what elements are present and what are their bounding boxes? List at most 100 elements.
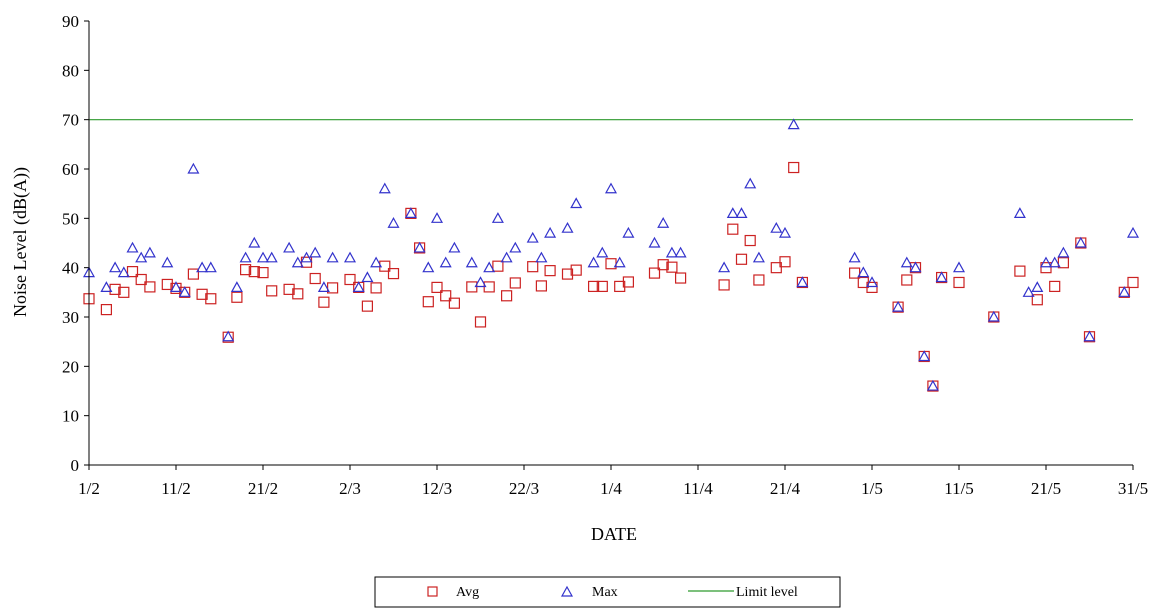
max-point (535, 251, 548, 263)
x-tick-label: 11/2 (161, 479, 191, 498)
max-point (718, 261, 731, 273)
avg-point (135, 273, 147, 286)
max-point (222, 330, 235, 342)
max-point (787, 118, 800, 130)
max-point (1031, 281, 1044, 292)
avg-point (1049, 280, 1061, 293)
max-point (892, 300, 905, 312)
max-point (952, 261, 966, 273)
avg-point (718, 279, 730, 291)
y-tick-label: 30 (62, 308, 79, 327)
avg-point (361, 300, 373, 312)
avg-point (448, 297, 460, 309)
x-tick-label: 1/2 (78, 479, 100, 498)
avg-point (492, 260, 504, 272)
max-point (404, 207, 417, 218)
max-point (161, 256, 174, 268)
avg-point (1040, 262, 1052, 274)
max-point (509, 241, 522, 253)
max-point (465, 256, 478, 268)
avg-point (674, 272, 687, 284)
max-point (1083, 330, 1096, 342)
legend-max-marker (560, 585, 574, 597)
y-tick-label: 60 (62, 160, 79, 179)
legend-max-label: Max (592, 585, 618, 600)
legend-avg-label: Avg (456, 585, 479, 600)
avg-point (126, 266, 139, 278)
y-tick-label: 50 (62, 209, 79, 228)
avg-point (474, 316, 487, 328)
avg-point (509, 277, 521, 289)
legend-limit-label: Limit level (736, 585, 798, 600)
y-tick-label: 20 (62, 357, 79, 376)
avg-point (544, 265, 556, 277)
max-point (483, 261, 496, 273)
max-point (370, 256, 383, 268)
max-point (378, 182, 391, 194)
legend-box (374, 576, 841, 608)
x-tick-label: 22/3 (509, 479, 539, 498)
avg-point (753, 274, 765, 286)
avg-point (596, 280, 608, 293)
max-point (430, 212, 444, 223)
max-point (283, 241, 296, 253)
max-point (300, 251, 313, 263)
max-point (909, 261, 922, 273)
avg-point (292, 288, 304, 300)
legend-avg-marker (427, 586, 438, 597)
avg-point (440, 290, 452, 302)
max-point (587, 256, 600, 268)
max-point (196, 261, 209, 273)
max-point (109, 261, 122, 273)
max-point (613, 256, 626, 268)
max-point (596, 246, 609, 258)
max-point (126, 241, 139, 253)
max-point (857, 266, 870, 278)
avg-point (257, 267, 269, 279)
max-point (352, 281, 365, 292)
avg-point (370, 282, 382, 294)
max-point (491, 212, 504, 223)
max-point (604, 182, 618, 194)
y-tick-label: 80 (62, 61, 79, 80)
max-point (1126, 226, 1140, 238)
max-point (317, 281, 330, 292)
avg-point (866, 281, 878, 293)
max-point (135, 251, 148, 263)
avg-point (622, 276, 635, 288)
avg-point (501, 290, 513, 302)
max-point (665, 246, 678, 258)
avg-point (657, 259, 669, 271)
max-point (987, 310, 1000, 322)
max-point (865, 276, 879, 288)
avg-point (240, 264, 252, 276)
avg-point (422, 296, 434, 308)
max-point (544, 226, 557, 238)
avg-point (231, 291, 243, 303)
max-point (361, 271, 374, 283)
y-tick-label: 90 (62, 12, 79, 31)
max-point (291, 256, 304, 268)
avg-point (570, 264, 582, 276)
x-tick-label: 31/5 (1118, 479, 1148, 498)
avg-point (431, 281, 443, 293)
avg-point (648, 267, 661, 279)
max-point (848, 251, 861, 263)
legend: Avg Max Limit level (374, 576, 841, 608)
max-point (1118, 286, 1131, 297)
avg-point (187, 268, 199, 280)
max-point (143, 246, 156, 258)
avg-point (1014, 265, 1026, 277)
x-tick-label: 1/5 (861, 479, 883, 498)
max-point (1022, 286, 1035, 297)
avg-point (953, 276, 965, 289)
avg-point (535, 280, 548, 292)
x-tick-label: 12/3 (422, 479, 452, 498)
avg-point (779, 256, 791, 268)
y-tick-label: 40 (62, 259, 79, 278)
max-point (309, 246, 322, 258)
max-point (117, 266, 130, 278)
max-point (256, 251, 270, 263)
avg-point (587, 280, 600, 293)
